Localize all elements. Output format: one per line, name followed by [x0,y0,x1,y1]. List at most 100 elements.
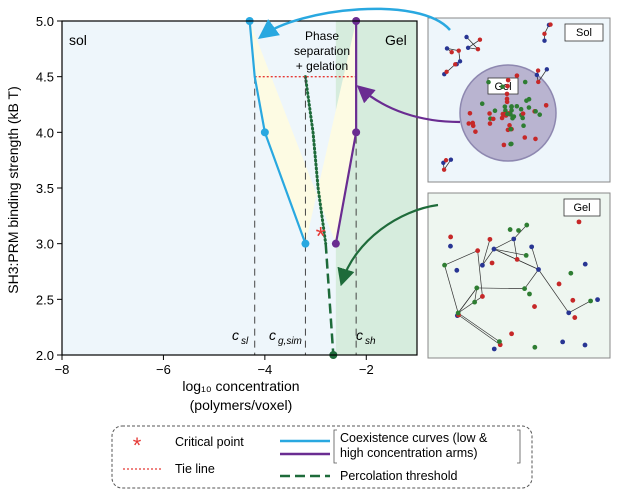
droplet-bead [470,123,476,129]
legend-coexist-label-2: high concentration arms) [340,446,478,460]
polymer-bead [534,72,540,78]
network-bond [513,238,518,260]
network-bead [582,261,588,267]
network-bead [522,286,527,292]
droplet-bead [533,109,538,114]
droplet-bead [501,142,507,148]
network-bead [572,315,578,320]
legend-percolation-label: Percolation threshold [340,469,457,483]
network-bond [538,269,570,314]
network-bond [458,314,501,346]
network-bead [474,285,480,291]
network-bond [482,248,495,266]
droplet-bead [504,91,510,97]
droplet-bead [520,111,526,116]
polymer-chain [466,36,481,50]
network-bead [511,236,517,242]
droplet-bead [504,96,510,102]
region-label-phase-2: separation [294,44,350,58]
network-bead [536,267,541,272]
gel-snapshot-panel: Gel [427,192,611,359]
network-bead [588,298,594,304]
droplet-bead [522,79,528,85]
network-bead [516,228,521,233]
region-label-phase-3: + gelation [296,59,348,73]
droplet-bead [511,114,517,119]
legend-critical-label: Critical point [175,435,244,449]
droplet-bead [505,77,511,83]
network-bead [532,304,537,309]
network-bead [448,234,454,240]
polymer-bead [441,167,447,172]
droplet-bead [537,112,543,117]
gel-network [442,219,600,352]
droplet-bead [499,115,505,121]
polymer-bead [444,69,449,75]
network-bead [568,270,574,276]
network-bond [444,250,478,266]
region-label-gel: Gel [385,32,407,48]
coexistence-region [249,21,357,244]
y-tick-label: 3.0 [36,237,54,252]
droplet-bead [509,108,514,113]
region-label-phase-1: Phase [305,29,339,43]
marker-c-sl-sub: sl [241,336,249,347]
network-bead [448,243,453,249]
droplet-bead [522,135,528,140]
network-bead [556,281,562,287]
droplet-bead [505,111,510,117]
network-bead [487,236,493,242]
droplet-bead [521,123,526,129]
network-bead [532,344,538,350]
network-bead [497,339,502,345]
polymer-bead [548,22,553,27]
percolation-line-dotted [303,75,328,246]
droplet-bead [509,104,514,109]
droplet-bead [479,101,485,107]
high-arm-line [334,21,358,244]
droplet-bead [505,83,510,89]
marker-c-gsim-label: c [269,327,276,343]
network-bead [529,244,535,250]
arrow-to-sol-panel [257,7,451,39]
droplet-bead [543,103,549,108]
panel-label-gel: Gel [573,202,590,214]
legend-coexist-bracket [333,429,521,464]
droplet-bead [526,105,532,110]
droplet-bead [503,108,508,113]
network-bead [491,246,497,252]
high-arm-point [331,239,340,248]
network-bead [509,331,514,337]
droplet-bead [492,108,498,114]
network-bead [595,297,600,303]
network-bead [491,346,497,352]
network-bead [475,248,481,254]
marker-c-gsim: c g,sim [269,327,302,347]
sol-polymers [441,22,553,172]
network-bead [582,342,588,348]
percolation-line-dashed [324,243,335,356]
network-bead [479,262,485,268]
y-tick-label: 2.5 [36,292,54,307]
network-bead [455,310,461,316]
critical-point: * [316,221,326,251]
droplet-bead [486,79,491,85]
network-bond [531,246,539,270]
high-arm-point [352,128,361,137]
x-tick-label: −6 [156,362,171,377]
marker-c-sh-label: c [356,327,363,343]
droplet-bead [508,126,514,132]
legend-coexist-label-1: Coexistence curves (low & [340,431,488,445]
network-bead [570,297,576,303]
marker-c-sl: c sl [232,327,249,347]
network-bond [476,287,525,289]
network-bead [560,339,566,345]
droplet-bead [467,110,473,116]
network-bond [477,250,483,297]
droplet-bead [518,106,524,112]
polymer-bead [456,48,461,53]
network-bead [507,227,513,232]
x-tick-label: −2 [359,362,374,377]
network-bond [493,248,527,256]
droplet-bead [509,141,514,147]
